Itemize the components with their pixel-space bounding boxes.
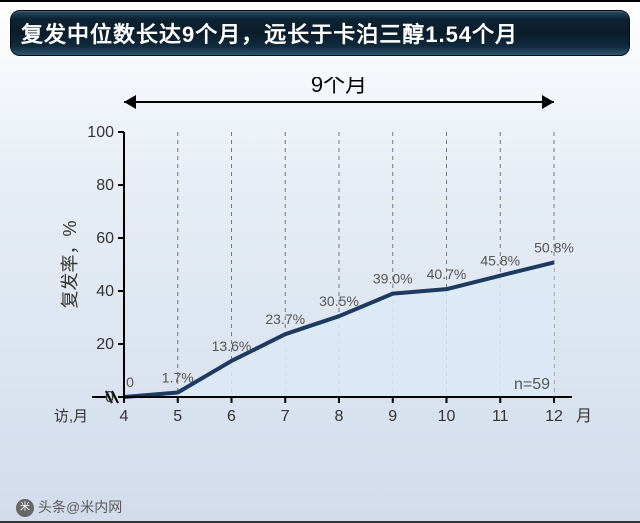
svg-text:5: 5: [173, 408, 182, 425]
relapse-area-chart: 0 20 40 60 80 100 复发率，% 4 5 6 7 8 9 10 11 12 随访,月 月 0 1.7% 1…: [54, 77, 594, 477]
svg-text:50.8%: 50.8%: [534, 239, 574, 255]
svg-text:随访,月: 随访,月: [54, 408, 88, 425]
svg-text:60: 60: [96, 230, 114, 247]
slide-title: 复发中位数长达9个月，远长于卡泊三醇1.54个月: [10, 10, 630, 56]
svg-text:11: 11: [492, 408, 509, 425]
slide: 复发中位数长达9个月，远长于卡泊三醇1.54个月 020406080100复发率…: [0, 0, 640, 523]
svg-text:40.7%: 40.7%: [427, 266, 467, 282]
svg-text:45.8%: 45.8%: [480, 253, 520, 269]
svg-text:9个月: 9个月: [311, 77, 367, 97]
svg-text:30.5%: 30.5%: [319, 293, 359, 309]
svg-text:40: 40: [96, 283, 114, 300]
svg-text:23.7%: 23.7%: [265, 311, 305, 327]
source-label: 头条@米内网: [38, 499, 122, 515]
svg-text:9: 9: [388, 408, 397, 425]
svg-text:8: 8: [335, 408, 344, 425]
svg-text:100: 100: [87, 124, 114, 141]
svg-text:20: 20: [96, 336, 114, 353]
svg-text:39.0%: 39.0%: [373, 271, 413, 287]
svg-text:80: 80: [96, 177, 114, 194]
svg-text:12: 12: [545, 408, 563, 425]
svg-text:7: 7: [281, 408, 290, 425]
svg-text:13.6%: 13.6%: [212, 338, 252, 354]
svg-text:复发率，%: 复发率，%: [60, 220, 80, 308]
svg-text:n=59: n=59: [514, 376, 550, 393]
svg-text:4: 4: [120, 408, 129, 425]
svg-text:10: 10: [438, 408, 456, 425]
svg-text:0: 0: [105, 389, 114, 406]
svg-text:1.7%: 1.7%: [162, 369, 194, 385]
svg-text:月: 月: [576, 408, 592, 425]
svg-text:6: 6: [227, 408, 236, 425]
chart-container: 0 20 40 60 80 100 复发率，% 4 5 6 7 8 9 10 11 12 随访,月 月 0 1.7% 1…: [54, 77, 594, 477]
footer: 米头条@米内网: [0, 497, 640, 517]
svg-text:0: 0: [126, 374, 134, 390]
source-avatar-icon: 米: [16, 499, 34, 517]
